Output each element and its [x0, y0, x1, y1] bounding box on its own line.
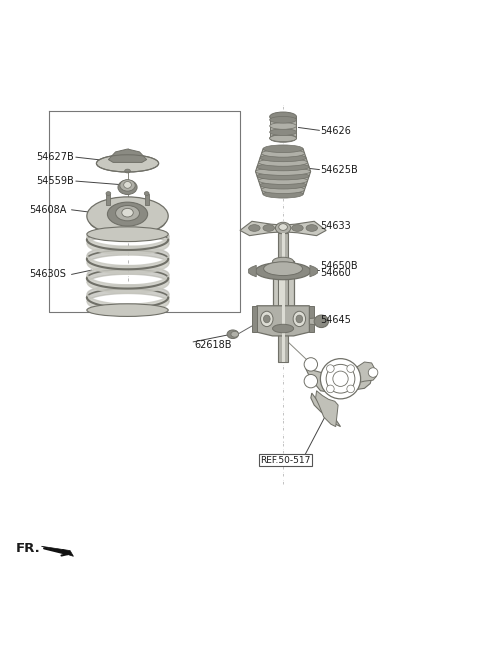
Bar — [107, 194, 110, 206]
Polygon shape — [252, 306, 257, 332]
Polygon shape — [311, 393, 340, 426]
Text: 54626: 54626 — [321, 126, 351, 136]
Polygon shape — [279, 261, 285, 328]
Ellipse shape — [270, 112, 297, 122]
Text: 54633: 54633 — [321, 221, 351, 231]
Ellipse shape — [273, 258, 294, 265]
Ellipse shape — [270, 134, 297, 143]
Ellipse shape — [259, 177, 308, 185]
Ellipse shape — [87, 227, 168, 242]
Polygon shape — [273, 261, 294, 328]
Ellipse shape — [279, 223, 288, 231]
Ellipse shape — [273, 325, 294, 332]
Polygon shape — [240, 221, 326, 236]
Text: 54627B: 54627B — [36, 152, 74, 162]
Ellipse shape — [306, 225, 318, 231]
Ellipse shape — [139, 212, 166, 229]
Ellipse shape — [347, 365, 355, 373]
Ellipse shape — [257, 163, 309, 171]
Ellipse shape — [292, 225, 303, 231]
Ellipse shape — [304, 357, 318, 371]
Ellipse shape — [293, 311, 306, 327]
Ellipse shape — [227, 330, 239, 338]
Ellipse shape — [326, 385, 334, 393]
Ellipse shape — [118, 180, 137, 194]
Ellipse shape — [144, 192, 149, 195]
Ellipse shape — [270, 129, 297, 135]
Text: 62618B: 62618B — [194, 340, 231, 350]
Polygon shape — [249, 265, 256, 277]
Ellipse shape — [257, 172, 309, 180]
Text: 54660: 54660 — [321, 269, 351, 279]
Polygon shape — [255, 148, 311, 194]
Text: REF.50-517: REF.50-517 — [260, 455, 311, 464]
Text: 54559B: 54559B — [36, 176, 74, 186]
Polygon shape — [278, 233, 288, 362]
Ellipse shape — [270, 123, 297, 129]
Ellipse shape — [326, 365, 355, 393]
Ellipse shape — [262, 150, 305, 157]
Ellipse shape — [347, 385, 355, 393]
Polygon shape — [257, 306, 310, 336]
Ellipse shape — [296, 315, 303, 323]
Polygon shape — [270, 117, 297, 138]
Ellipse shape — [249, 225, 260, 231]
Ellipse shape — [259, 158, 308, 166]
Polygon shape — [355, 362, 376, 384]
Polygon shape — [306, 362, 372, 392]
Ellipse shape — [116, 206, 140, 221]
Polygon shape — [310, 265, 318, 277]
Text: FR.: FR. — [16, 542, 41, 555]
Ellipse shape — [122, 208, 133, 217]
Ellipse shape — [261, 311, 273, 327]
Bar — [145, 194, 149, 206]
Ellipse shape — [255, 262, 311, 280]
Ellipse shape — [96, 155, 158, 172]
Ellipse shape — [326, 365, 334, 373]
Ellipse shape — [124, 181, 132, 189]
Ellipse shape — [314, 315, 328, 328]
Ellipse shape — [264, 315, 270, 323]
Ellipse shape — [260, 154, 306, 162]
Ellipse shape — [321, 359, 360, 399]
Ellipse shape — [120, 179, 135, 191]
Ellipse shape — [276, 222, 291, 234]
Ellipse shape — [263, 145, 303, 152]
Ellipse shape — [368, 368, 378, 377]
Ellipse shape — [270, 116, 297, 123]
Polygon shape — [282, 233, 285, 362]
Polygon shape — [316, 391, 338, 426]
Ellipse shape — [263, 225, 275, 231]
Text: 54630S: 54630S — [29, 269, 66, 279]
Ellipse shape — [263, 191, 303, 198]
Ellipse shape — [264, 261, 302, 275]
Ellipse shape — [255, 168, 311, 175]
Ellipse shape — [270, 135, 297, 142]
Ellipse shape — [89, 212, 116, 229]
Polygon shape — [41, 546, 73, 556]
Ellipse shape — [262, 186, 305, 194]
Ellipse shape — [87, 304, 168, 317]
Bar — [125, 162, 131, 171]
Polygon shape — [310, 318, 317, 325]
Ellipse shape — [87, 197, 168, 235]
Text: 54625B: 54625B — [321, 165, 358, 175]
Polygon shape — [310, 306, 314, 332]
Text: 54645: 54645 — [321, 315, 351, 325]
Ellipse shape — [106, 192, 111, 195]
Ellipse shape — [333, 371, 348, 386]
Ellipse shape — [125, 169, 131, 173]
Text: 54650B: 54650B — [321, 261, 358, 271]
Text: 54608A: 54608A — [29, 205, 67, 215]
Ellipse shape — [231, 331, 239, 337]
Ellipse shape — [260, 181, 306, 189]
Ellipse shape — [304, 374, 318, 388]
Ellipse shape — [114, 198, 141, 215]
Ellipse shape — [108, 202, 148, 226]
Polygon shape — [108, 149, 147, 162]
